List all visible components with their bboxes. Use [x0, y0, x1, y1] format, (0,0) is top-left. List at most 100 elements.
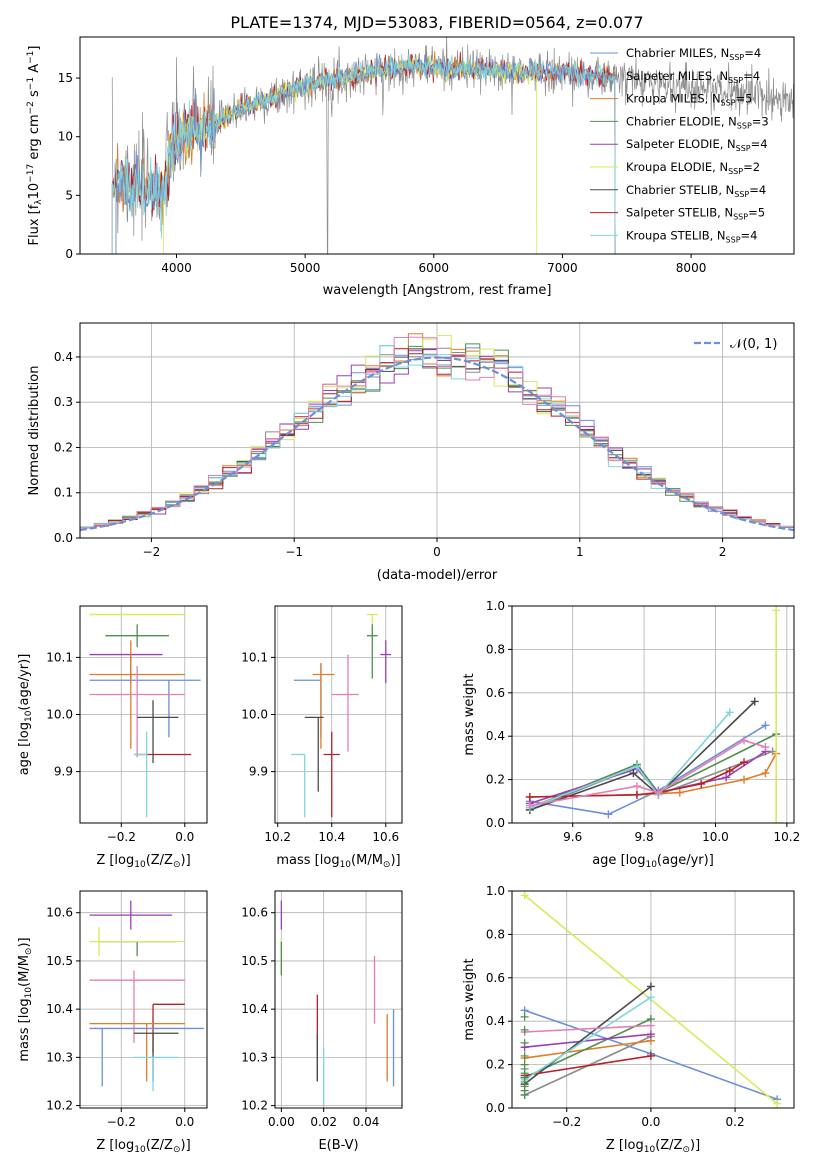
label-part: −1	[26, 51, 36, 64]
series-marker	[632, 790, 641, 799]
panel-age_vs_mass: 10.2 10.4 10.6 9.9 10.0 10.1 mass [log10(M/M⊙)…	[241, 605, 403, 870]
x-tick-label: −0.2	[107, 1115, 136, 1129]
axes-frame	[79, 890, 208, 1109]
label-part: 10	[645, 860, 657, 870]
spectrum-model-line	[115, 53, 616, 254]
label-part: ⊙	[383, 860, 391, 870]
label-part: SSP	[733, 213, 748, 222]
series-marker	[772, 819, 781, 823]
series-marker	[632, 762, 641, 771]
axes-frame	[79, 605, 208, 824]
series-marker	[646, 982, 655, 991]
series-marker	[654, 788, 663, 797]
label-part: =4	[741, 228, 758, 242]
label-part: Chabrier MILES, N	[626, 46, 729, 60]
series-marker	[725, 766, 734, 775]
figure-title: PLATE=1374, MJD=53083, FIBERID=0564, z=0…	[230, 13, 643, 32]
label-part: )]	[17, 937, 32, 947]
y-tick-label: 0.6	[486, 971, 505, 985]
y-tick-label: 1.0	[486, 884, 505, 898]
label-part: 10	[24, 987, 34, 999]
y-tick-label: 0.6	[486, 686, 505, 700]
panel-spectrum: 4000 5000 6000 7000 8000 0 5 10 15 wavelength [An…	[26, 36, 795, 298]
legend-label: Chabrier ELODIE, NSSP=3	[626, 114, 769, 130]
x-tick-label: 2	[719, 545, 727, 559]
x-tick-label: 0	[433, 545, 441, 559]
legend-label: Kroupa ELODIE, NSSP=2	[626, 160, 760, 176]
series-marker	[646, 1030, 655, 1039]
y-tick-label: 0.4	[486, 729, 505, 743]
label-part: 10	[24, 710, 34, 722]
x-tick-label: 0.0	[175, 830, 194, 844]
label-part: λ	[34, 199, 44, 205]
legend-label: Kroupa MILES, NSSP=5	[626, 92, 752, 108]
series-marker	[740, 775, 749, 784]
panel-mass_vs_ebv: 0.00 0.02 0.04 10.2 10.3 10.4 10.5 10.6 E(B-V)	[241, 890, 403, 1153]
label-part: =5	[736, 92, 753, 106]
panel-age_vs_Z: −0.2 0.09.910.010.1Z [log10(Z/Z⊙)]age [lo…	[17, 605, 208, 870]
y-tick-label: 10.4	[46, 1002, 73, 1016]
series-marker	[520, 1012, 529, 1021]
series-line	[524, 1055, 652, 1077]
series-marker	[646, 993, 655, 1002]
axes-frame	[274, 605, 403, 824]
label-part: 10	[644, 1145, 656, 1155]
label-part: Chabrier STELIB, N	[626, 183, 734, 197]
label-part: )]	[390, 853, 400, 868]
legend-label: 𝒩(0, 1)	[730, 337, 777, 352]
y-tick-label: 0.0	[486, 1101, 505, 1115]
series-marker	[520, 1025, 529, 1034]
series-line	[524, 996, 652, 1081]
label-part: =4	[751, 137, 768, 151]
plot-area	[525, 606, 781, 823]
series-marker	[761, 743, 770, 752]
legend-label: Chabrier STELIB, NSSP=4	[626, 183, 766, 199]
legend-label: Kroupa STELIB, NSSP=4	[626, 228, 757, 244]
series-marker	[740, 758, 749, 767]
plot-area	[80, 333, 794, 532]
x-tick-label: 5000	[290, 261, 321, 275]
label-part: Flux [f	[27, 204, 42, 245]
x-tick-label: 0.2	[726, 1115, 745, 1129]
x-tick-label: 10.0	[702, 830, 729, 844]
x-tick-label: 10.4	[318, 830, 345, 844]
label-part: A	[27, 64, 42, 77]
y-axis-label: mass weight	[462, 958, 477, 1040]
label-part: =4	[749, 183, 766, 197]
x-tick-label: 4000	[161, 261, 192, 275]
y-axis-label: mass weight	[462, 673, 477, 755]
y-tick-label: 0.8	[486, 927, 505, 941]
y-axis-label: Flux [fλ10−17 erg cm−2 s−1 A−1]	[26, 46, 44, 246]
label-part: Z [log	[606, 1138, 644, 1153]
y-tick-label: 1.0	[486, 599, 505, 613]
series-line	[524, 985, 652, 1085]
axes-frame	[79, 322, 795, 539]
x-tick-label: 0.0	[175, 1115, 194, 1129]
series-marker	[773, 1099, 782, 1108]
label-part: ⊙	[173, 1145, 181, 1155]
label-part: SSP	[729, 53, 744, 62]
axis-label: Z [log10(Z/Z⊙)]	[606, 1138, 700, 1155]
y-tick-label: 0.3	[54, 395, 73, 409]
y-tick-label: 10.4	[241, 1002, 268, 1016]
label-part: (age/yr)]	[17, 654, 32, 711]
series-marker	[722, 773, 731, 782]
axis-label: age [log10(age/yr)]	[17, 654, 34, 776]
x-tick-label: −1	[285, 545, 303, 559]
panel-mw_vs_age: 9.6 9.8 10.0 10.2 0.0 0.2 0.4 0.6 0.8 1.0 age [log…	[462, 599, 800, 870]
series-line	[529, 761, 745, 798]
label-part: Salpeter MILES, N	[626, 69, 728, 83]
legend-label: Salpeter ELODIE, NSSP=4	[626, 137, 768, 153]
y-tick-label: 10.1	[241, 650, 268, 664]
x-axis-label: E(B-V)	[318, 1138, 358, 1153]
x-tick-label: 9.8	[635, 830, 654, 844]
y-tick-label: 10.1	[46, 650, 73, 664]
label-part: mass [log	[17, 998, 32, 1061]
label-part: (M/M	[17, 955, 32, 987]
series-marker	[646, 1051, 655, 1060]
label-part: (Z/Z	[146, 1138, 173, 1153]
x-tick-label: 9.6	[563, 830, 582, 844]
label-part: )]	[181, 1138, 191, 1153]
y-tick-label: 10.5	[241, 954, 268, 968]
